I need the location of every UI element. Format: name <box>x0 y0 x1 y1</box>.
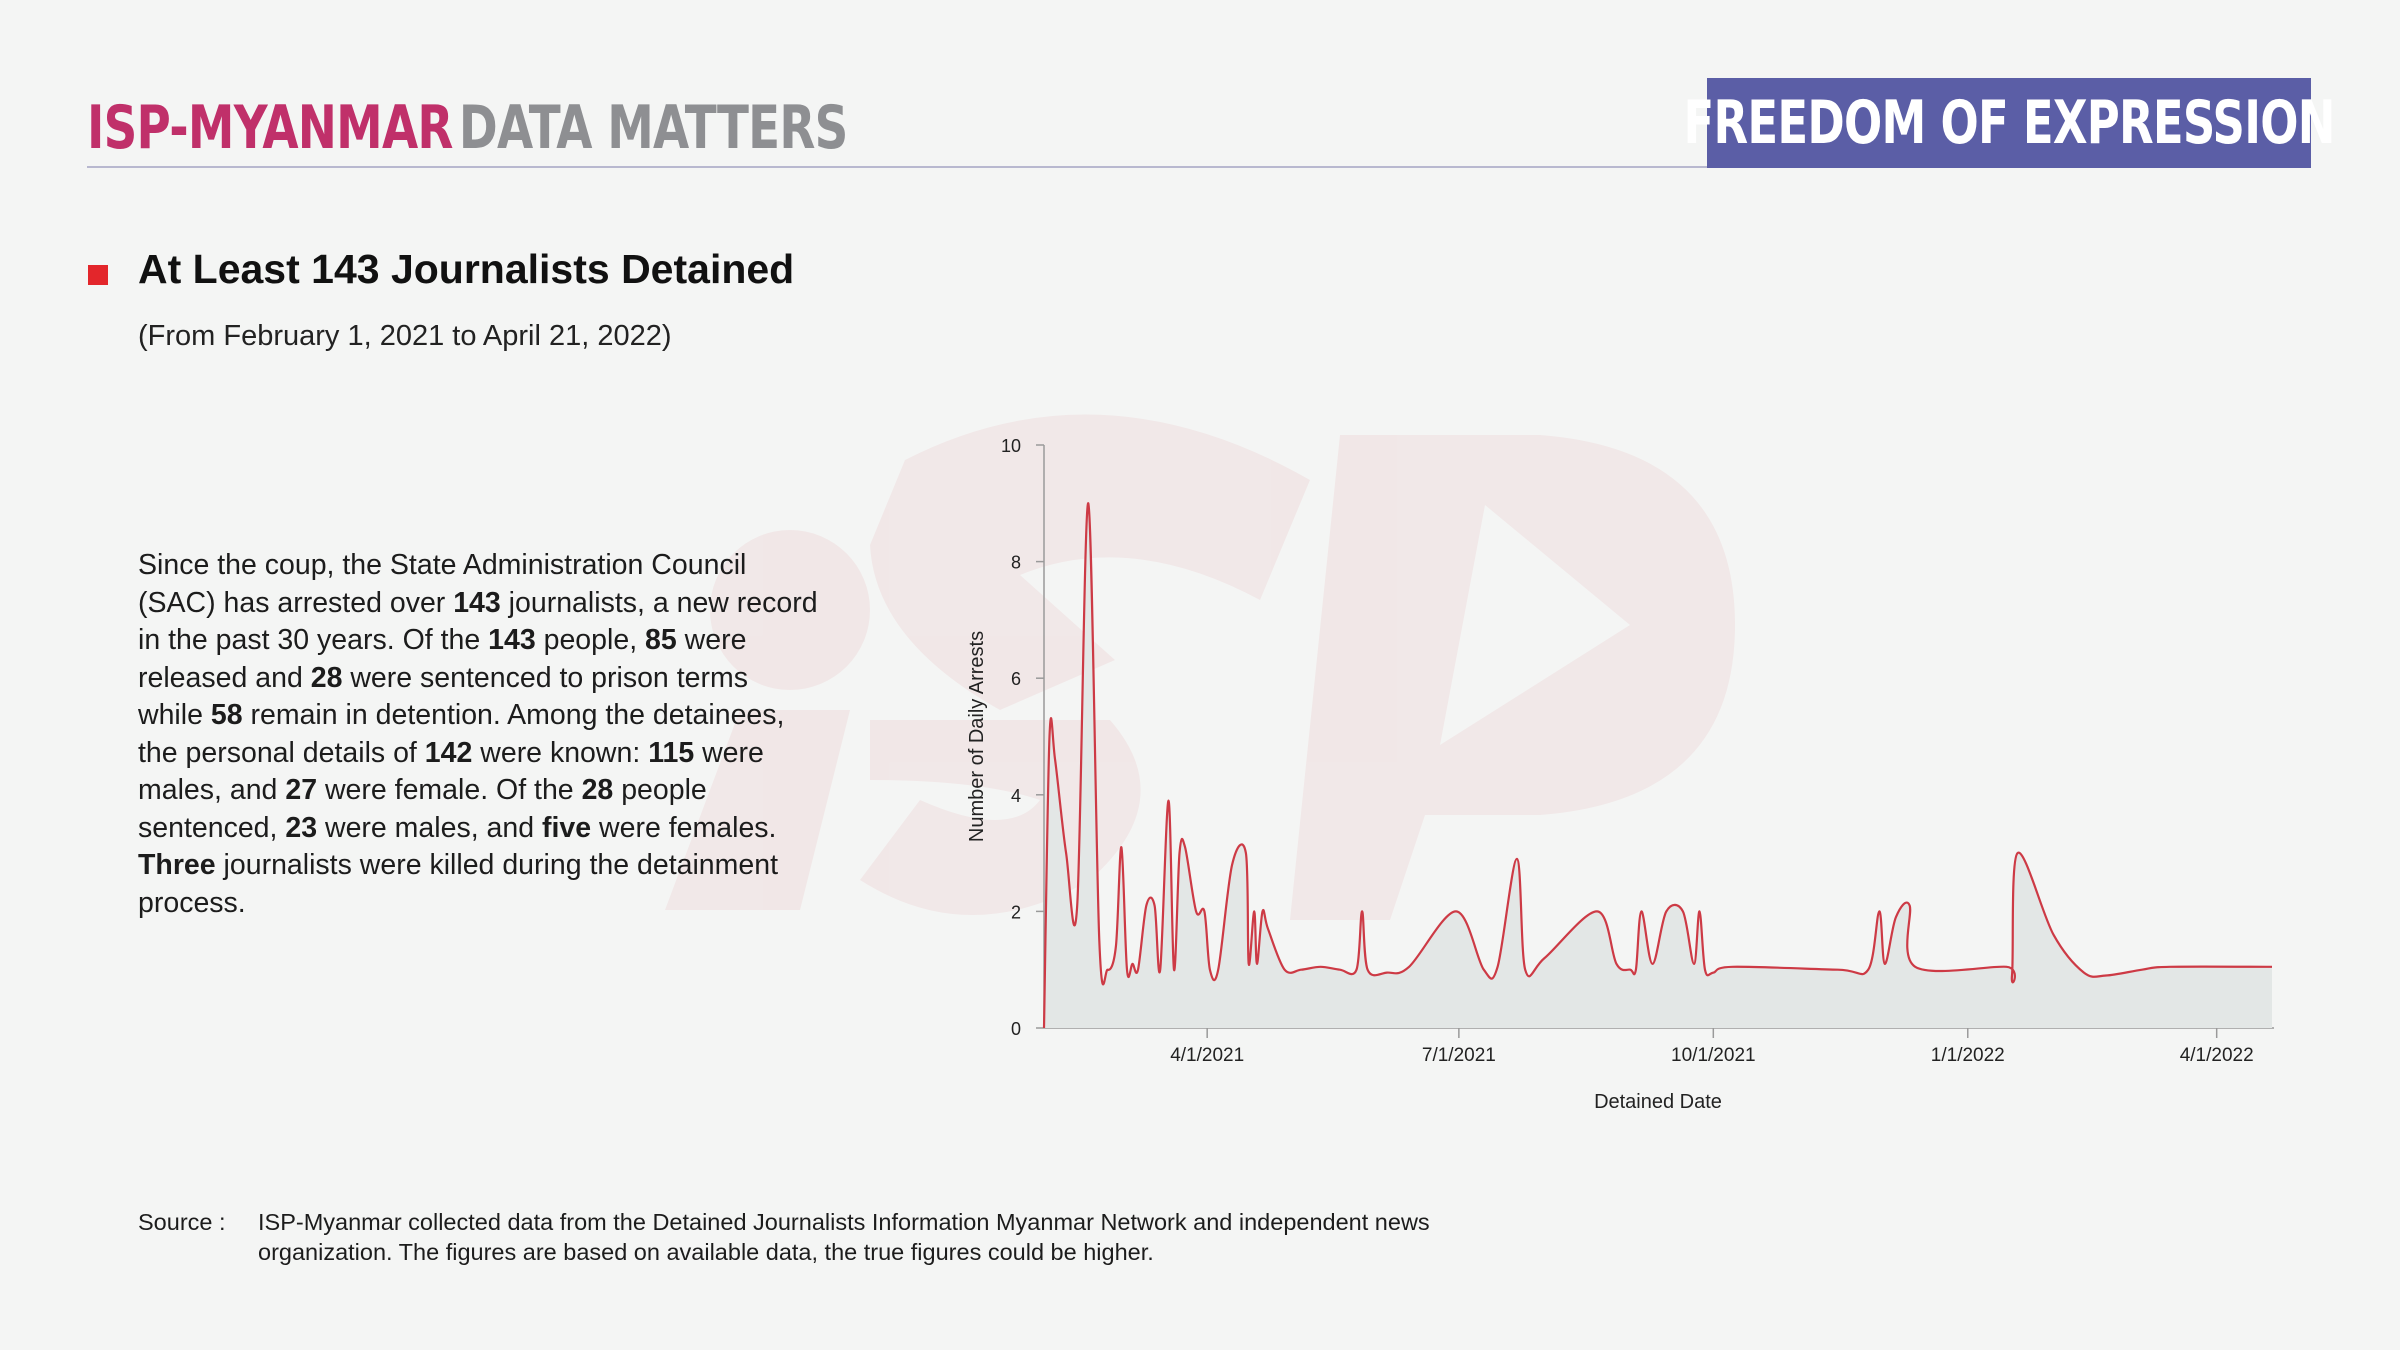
y-tick-label: 4 <box>1011 786 1021 806</box>
summary-paragraph: Since the coup, the State Administration… <box>138 547 818 922</box>
x-tick-label: 4/1/2022 <box>2180 1045 2254 1066</box>
y-tick-label: 8 <box>1011 553 1021 573</box>
summary-figure: 143 <box>453 586 501 619</box>
x-tick-label: 4/1/2021 <box>1170 1045 1244 1066</box>
topic-label: FREEDOM OF EXPRESSION <box>1683 88 2335 158</box>
x-axis-title: Detained Date <box>1594 1091 1722 1113</box>
summary-text: were males, and <box>317 811 543 844</box>
x-tick-label: 10/1/2021 <box>1671 1045 1756 1066</box>
y-tick-label: 10 <box>1001 436 1021 456</box>
summary-figure: Three <box>138 849 216 881</box>
summary-figure: 27 <box>285 774 318 806</box>
y-axis-title: Number of Daily Arrests <box>966 631 988 842</box>
summary-figure: 28 <box>310 661 343 694</box>
x-tick-label: 1/1/2022 <box>1931 1045 2005 1066</box>
summary-text: were males, and <box>138 736 764 807</box>
series-area-fill <box>1044 503 2272 1028</box>
summary-text: journalists were killed during the detai… <box>138 849 779 919</box>
summary-text: people sentenced, <box>138 774 707 844</box>
y-tick-label: 2 <box>1011 902 1021 922</box>
summary-text: were female. Of the <box>317 774 582 806</box>
summary-text: were released and <box>138 624 747 694</box>
source-label: Source : <box>138 1209 226 1235</box>
summary-figure: 143 <box>488 624 536 656</box>
source-text: ISP-Myanmar collected data from the Deta… <box>258 1209 1430 1265</box>
topic-banner: FREEDOM OF EXPRESSION <box>1683 78 2335 168</box>
brand-secondary: DATA MATTERS <box>458 93 848 163</box>
x-tick-label: 7/1/2021 <box>1422 1045 1496 1066</box>
summary-text: remain in detention. Among the detainees… <box>138 699 785 769</box>
summary-figure: 115 <box>648 736 695 769</box>
y-tick-label: 6 <box>1011 669 1021 689</box>
summary-figure: 85 <box>645 624 677 656</box>
header-divider <box>87 166 1712 168</box>
summary-text: were females. <box>591 811 777 844</box>
summary-text: Since the coup, the State Administration… <box>138 549 747 619</box>
summary-text: journalists, a new record in the past 30… <box>138 586 818 657</box>
brand-primary: ISP-MYANMAR <box>87 93 453 163</box>
y-tick-label: 0 <box>1011 1019 1021 1039</box>
summary-text: were sentenced to prison terms while <box>138 661 748 732</box>
brand-logo: ISP-MYANMAR DATA MATTERS <box>87 92 848 164</box>
summary-text: people, <box>535 624 646 656</box>
summary-figure: five <box>542 811 592 844</box>
summary-text: were known: <box>472 736 649 769</box>
series-line <box>1042 502 2273 1029</box>
summary-figure: 58 <box>210 699 243 731</box>
summary-figure: 142 <box>424 736 473 769</box>
page-title: At Least 143 Journalists Detained <box>138 246 795 292</box>
title-bullet <box>88 265 108 285</box>
date-range: (From February 1, 2021 to April 21, 2022… <box>138 320 672 352</box>
summary-figure: 28 <box>581 774 614 806</box>
summary-figure: 23 <box>285 811 318 844</box>
